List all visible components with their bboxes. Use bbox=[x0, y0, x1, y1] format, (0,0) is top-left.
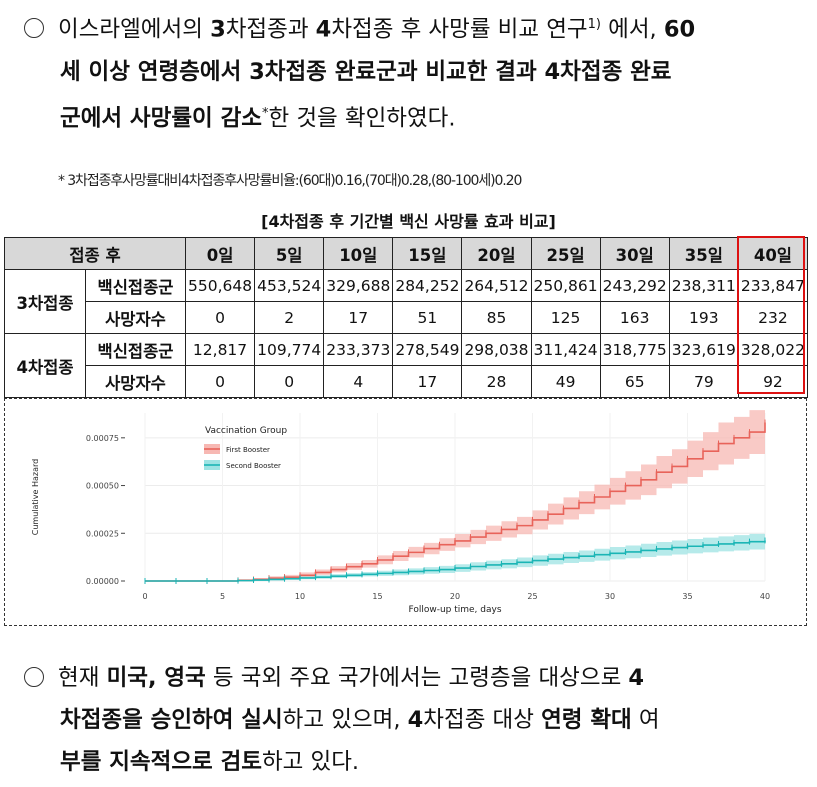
x-tick-label: 10 bbox=[295, 592, 305, 601]
table-cell: 284,252 bbox=[392, 269, 463, 302]
table-row: 3차접종 백신접종군 550,648 453,524 329,688 284,2… bbox=[4, 269, 808, 334]
circle-bullet-icon bbox=[24, 18, 44, 38]
y-axis-label: Cumulative Hazard bbox=[31, 459, 40, 535]
mortality-table: 접종 후 0일 5일 10일 15일 20일 25일 30일 35일 40일 3… bbox=[4, 237, 808, 398]
row-label: 사망자수 bbox=[85, 301, 186, 334]
table-cell: 17 bbox=[392, 365, 463, 398]
header-day: 25일 bbox=[530, 237, 601, 270]
header-day: 30일 bbox=[599, 237, 670, 270]
x-tick-label: 5 bbox=[220, 592, 225, 601]
x-tick-label: 30 bbox=[605, 592, 615, 601]
y-tick-label: 0.00000 bbox=[86, 577, 119, 586]
table-row: 사망자수 0 2 17 51 85 125 163 193 232 bbox=[5, 301, 808, 334]
second-booster-legend-label: Second Booster bbox=[226, 462, 281, 470]
header-day: 0일 bbox=[184, 237, 256, 270]
x-tick-label: 20 bbox=[450, 592, 460, 601]
second-booster-ci-band bbox=[145, 532, 765, 581]
table-caption: [4차접종 후 기간별 백신 사망률 효과 비교] bbox=[261, 212, 556, 231]
header-label: 접종 후 bbox=[4, 237, 186, 270]
paragraph-2-line-3: 부를 지속적으로 검토하고 있다. bbox=[60, 749, 360, 775]
x-tick-label: 40 bbox=[760, 592, 770, 601]
table-cell: 318,775 bbox=[599, 333, 670, 366]
paragraph-1: 이스라엘에서의 3차접종과 4차접종 후 사망률 비교 연구1) 에서, 60 … bbox=[18, 4, 808, 139]
group-label: 4차접종 bbox=[4, 333, 86, 398]
table-cell: 2 bbox=[254, 301, 325, 334]
header-day: 40일 bbox=[737, 237, 808, 270]
paragraph-1-line-3: 군에서 사망률이 감소*한 것을 확인하였다. bbox=[60, 105, 456, 131]
table-cell: 329,688 bbox=[323, 269, 394, 302]
x-tick-label: 25 bbox=[527, 592, 537, 601]
table-cell: 238,311 bbox=[668, 269, 739, 302]
table-cell: 85 bbox=[461, 301, 532, 334]
table-cell: 4 bbox=[323, 365, 394, 398]
paragraph-1-line-2: 세 이상 연령층에서 3차접종 완료군과 비교한 결과 4차접종 완료 bbox=[60, 58, 672, 85]
y-tick-label: 0.00075 bbox=[86, 434, 119, 443]
row-label: 백신접종군 bbox=[85, 269, 186, 302]
x-tick-label: 0 bbox=[142, 592, 147, 601]
header-day: 15일 bbox=[392, 237, 463, 270]
cumulative-hazard-chart: 0.00000 0.00025 0.00050 0.00075 0 5 10 15 20 25 30… bbox=[31, 401, 770, 615]
x-axis-label: Follow-up time, days bbox=[408, 605, 501, 615]
footnote: * 3차접종후사망률대비4차접종후사망률비율:(60대)0.16,(70대)0.… bbox=[58, 173, 522, 189]
paragraph-2-line-2: 차접종을 승인하여 실시하고 있으며, 4차접종 대상 연령 확대 여 bbox=[60, 707, 660, 733]
table-cell: 0 bbox=[184, 365, 256, 398]
y-tick-label: 0.00050 bbox=[86, 482, 119, 491]
table-cell: 0 bbox=[254, 365, 325, 398]
table-cell: 125 bbox=[530, 301, 601, 334]
table-cell: 65 bbox=[599, 365, 670, 398]
highlight-box bbox=[737, 236, 805, 394]
table-cell: 0 bbox=[184, 301, 256, 334]
table-cell: 193 bbox=[668, 301, 739, 334]
table-cell: 278,549 bbox=[392, 333, 463, 366]
y-tick-label: 0.00025 bbox=[86, 529, 119, 538]
header-day: 35일 bbox=[668, 237, 739, 270]
table-cell: 250,861 bbox=[530, 269, 601, 302]
x-tick-label: 35 bbox=[682, 592, 692, 601]
table-cell: 163 bbox=[599, 301, 670, 334]
first-booster-legend-label: First Booster bbox=[226, 446, 270, 454]
header-day: 5일 bbox=[254, 237, 325, 270]
header-day: 10일 bbox=[323, 237, 394, 270]
table-row: 사망자수 0 0 4 17 28 49 65 79 92 bbox=[5, 365, 808, 398]
paragraph-2: 현재 미국, 영국 등 국외 주요 국가에서는 고령층을 대상으로 4 차접종을… bbox=[18, 657, 808, 783]
table-cell: 109,774 bbox=[254, 333, 325, 366]
legend-title: Vaccination Group bbox=[205, 426, 287, 436]
table-cell: 12,817 bbox=[184, 333, 256, 366]
table-cell: 28 bbox=[461, 365, 532, 398]
table-cell: 232 bbox=[737, 301, 808, 334]
table-cell: 311,424 bbox=[530, 333, 601, 366]
table-row: 4차접종 백신접종군 12,817 109,774 233,373 278,54… bbox=[4, 333, 808, 398]
table-cell: 49 bbox=[530, 365, 601, 398]
row-label: 백신접종군 bbox=[85, 333, 186, 366]
paragraph-1-line-1: 이스라엘에서의 3차접종과 4차접종 후 사망률 비교 연구1) 에서, 60 bbox=[18, 4, 808, 51]
table-header-row: 접종 후 0일 5일 10일 15일 20일 25일 30일 35일 40일 bbox=[4, 237, 808, 270]
table-cell: 233,373 bbox=[323, 333, 394, 366]
table-cell: 298,038 bbox=[461, 333, 532, 366]
table-cell: 51 bbox=[392, 301, 463, 334]
header-day: 20일 bbox=[461, 237, 532, 270]
paragraph-2-line-1: 현재 미국, 영국 등 국외 주요 국가에서는 고령층을 대상으로 4 bbox=[18, 657, 808, 699]
circle-bullet-icon bbox=[24, 666, 44, 687]
row-label: 사망자수 bbox=[85, 365, 186, 398]
table-cell: 264,512 bbox=[461, 269, 532, 302]
chart-frame: 0.00000 0.00025 0.00050 0.00075 0 5 10 15 20 25 30… bbox=[4, 398, 807, 626]
table-cell: 550,648 bbox=[184, 269, 256, 302]
group-label: 3차접종 bbox=[4, 269, 86, 334]
table-cell: 79 bbox=[668, 365, 739, 398]
table-cell: 243,292 bbox=[599, 269, 670, 302]
table-cell: 17 bbox=[323, 301, 394, 334]
table-cell: 323,619 bbox=[668, 333, 739, 366]
x-tick-label: 15 bbox=[372, 592, 382, 601]
table-cell: 453,524 bbox=[254, 269, 325, 302]
